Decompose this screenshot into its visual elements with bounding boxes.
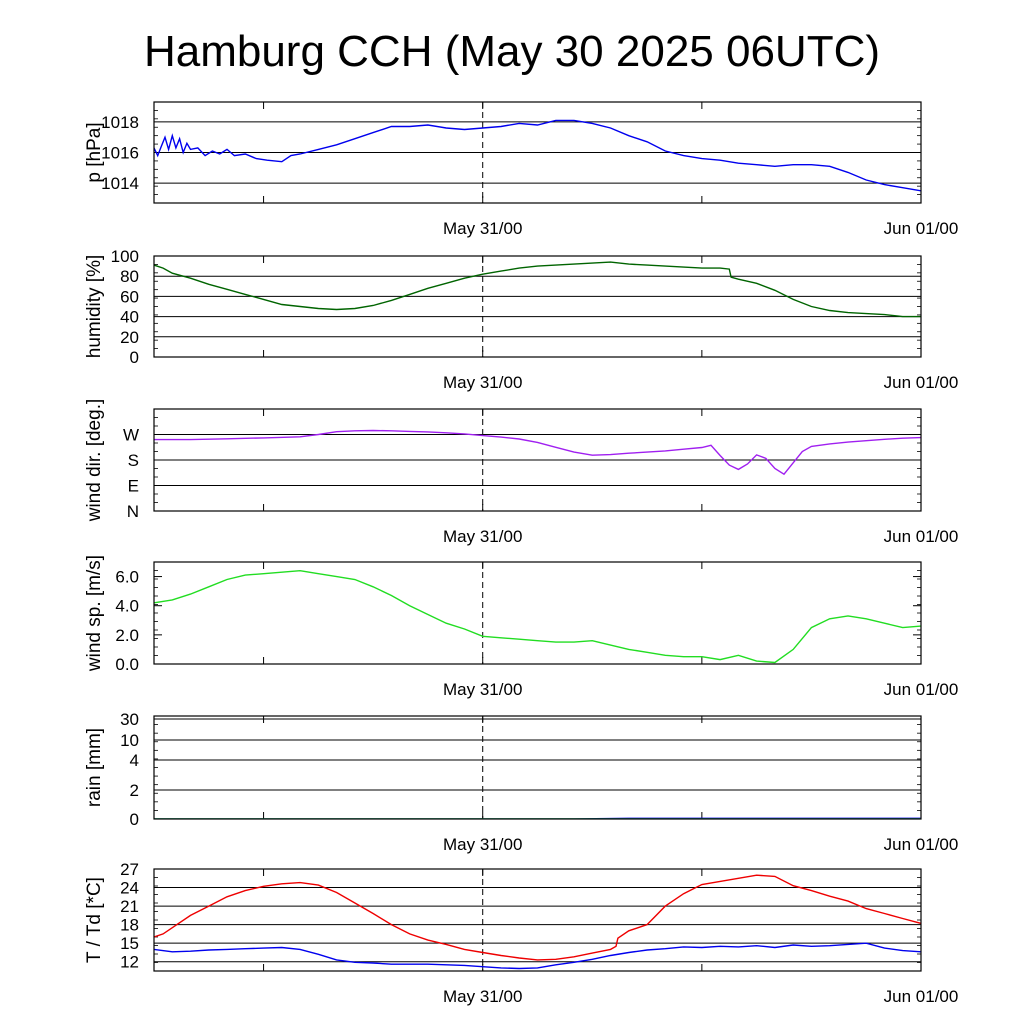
- x-tick-label: May 31/00: [443, 219, 522, 238]
- y-tick-label: 30: [120, 710, 139, 729]
- y-tick-label: 12: [120, 953, 139, 972]
- plot-frame: [153, 715, 922, 820]
- panel-0: 1014 1016 1018 May 31/00 Jun 01/00 p [hPa]: [84, 101, 959, 238]
- y-tick-label: 0: [130, 810, 139, 829]
- panel-3: 0.0 2.0 4.0 6.0 May 31/00 Jun 01/00 wind sp. […: [84, 555, 959, 699]
- y-axis-label: p [hPa]: [84, 122, 105, 182]
- plot-frame: [153, 255, 922, 358]
- y-tick-label: 1016: [101, 144, 139, 163]
- series-line-0: [154, 119, 921, 192]
- y-axis-label: wind sp. [m/s]: [84, 555, 105, 672]
- y-tick-label: 6.0: [115, 568, 139, 587]
- series-line-0: [154, 429, 921, 476]
- y-tick-label: 21: [120, 897, 139, 916]
- y-tick-label: 2: [130, 781, 139, 800]
- x-tick-label: Jun 01/00: [884, 219, 959, 238]
- y-tick-label: 0: [130, 348, 139, 367]
- x-tick-label: Jun 01/00: [884, 373, 959, 392]
- series-line-0: [154, 569, 921, 664]
- series-line-1: [958, 493, 1024, 511]
- series-line-1: [154, 942, 921, 970]
- y-tick-label: 10: [120, 731, 139, 750]
- chart-title: Hamburg CCH (May 30 2025 06UTC): [143, 27, 881, 76]
- plot-frame: [153, 868, 922, 972]
- y-tick-label: W: [123, 426, 139, 445]
- plot-frame: [153, 561, 922, 665]
- series-line-0: [154, 261, 921, 318]
- y-axis-label: rain [mm]: [84, 728, 105, 807]
- y-axis-label: wind dir. [deg.]: [84, 399, 105, 523]
- y-tick-label: 2.0: [115, 626, 139, 645]
- x-tick-label: Jun 01/00: [884, 987, 959, 1006]
- x-tick-label: Jun 01/00: [884, 527, 959, 546]
- y-tick-label: 15: [120, 934, 139, 953]
- y-axis-label: T / Td [*C]: [84, 877, 105, 963]
- y-tick-label: 20: [120, 328, 139, 347]
- y-tick-label: N: [127, 502, 139, 521]
- y-tick-label: 4: [130, 751, 139, 770]
- plot-frame: [153, 101, 922, 204]
- y-axis-label: humidity [%]: [84, 255, 105, 358]
- y-tick-label: S: [128, 451, 139, 470]
- x-tick-label: Jun 01/00: [884, 680, 959, 699]
- x-tick-label: May 31/00: [443, 680, 522, 699]
- y-tick-label: 0.0: [115, 655, 139, 674]
- y-tick-label: 4.0: [115, 597, 139, 616]
- y-tick-label: 1014: [101, 174, 139, 193]
- series-line-0: [154, 874, 921, 961]
- x-tick-label: May 31/00: [443, 373, 522, 392]
- x-tick-label: Jun 01/00: [884, 835, 959, 854]
- y-tick-label: 40: [120, 308, 139, 327]
- plot-frame: [153, 408, 922, 512]
- y-tick-label: 1018: [101, 113, 139, 132]
- y-tick-label: 27: [120, 860, 139, 879]
- x-tick-label: May 31/00: [443, 835, 522, 854]
- y-tick-label: 18: [120, 916, 139, 935]
- x-tick-label: May 31/00: [443, 987, 522, 1006]
- y-tick-label: 80: [120, 267, 139, 286]
- x-tick-label: May 31/00: [443, 527, 522, 546]
- y-tick-label: 24: [120, 879, 139, 898]
- y-tick-label: 100: [111, 247, 139, 266]
- y-tick-label: 60: [120, 287, 139, 306]
- y-tick-label: E: [128, 477, 139, 496]
- panel-4: 0 2 410 30 May 31/00 Jun 01/00 rain [mm]: [84, 710, 958, 854]
